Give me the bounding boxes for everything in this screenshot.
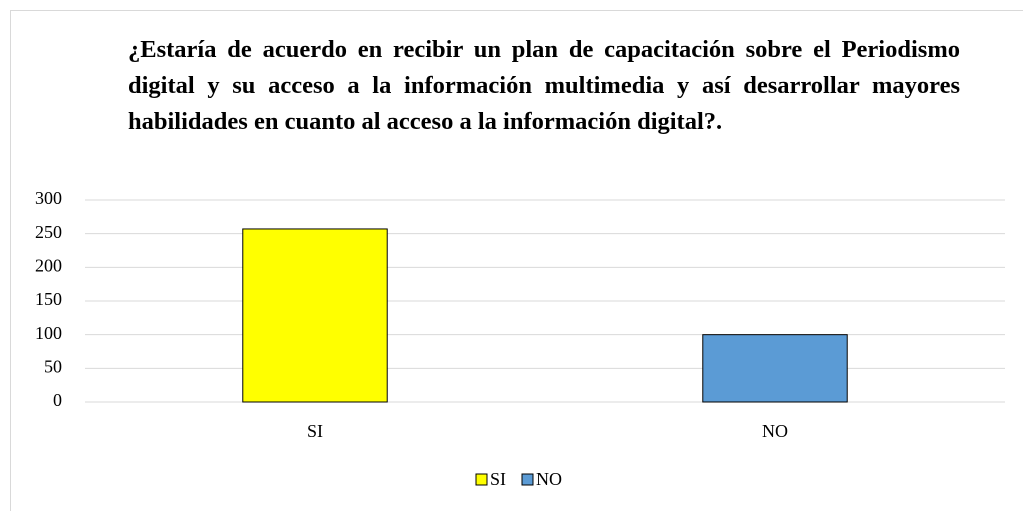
x-tick-label: SI [307, 421, 323, 441]
y-tick-label: 150 [35, 289, 62, 309]
y-tick-label: 250 [35, 222, 62, 242]
y-tick-label: 50 [44, 356, 62, 376]
legend-label: NO [536, 469, 562, 489]
y-tick-label: 200 [35, 255, 62, 275]
legend-swatch [475, 473, 488, 486]
chart-title: ¿Estaría de acuerdo en recibir un plan d… [128, 36, 960, 135]
y-tick-label: 300 [35, 188, 62, 208]
y-tick-label: 100 [35, 323, 62, 343]
y-tick-label: 0 [53, 390, 62, 410]
legend-label: SI [490, 469, 506, 489]
bar [702, 334, 848, 403]
x-tick-label: NO [762, 421, 788, 441]
bar [242, 228, 388, 403]
legend-swatch [521, 473, 534, 486]
chart-frame [10, 10, 1023, 511]
